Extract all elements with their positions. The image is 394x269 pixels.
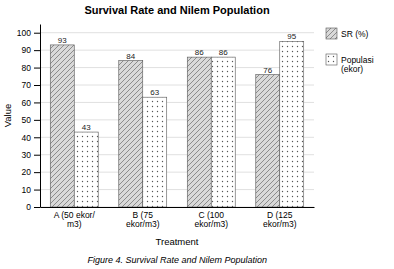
- y-tick: 0: [26, 202, 40, 212]
- bar: [187, 57, 211, 207]
- y-tick-label: 30: [22, 150, 32, 160]
- y-tick: 20: [22, 167, 40, 177]
- data-label: 95: [287, 32, 296, 41]
- grid-line: [40, 50, 314, 51]
- y-tick: 100: [17, 28, 40, 38]
- y-tick-mark: [34, 137, 40, 138]
- y-tick: 40: [22, 133, 40, 143]
- x-tick-label: C (100ekor/m3): [194, 210, 228, 229]
- y-tick: 90: [22, 45, 40, 55]
- y-tick-label: 70: [22, 80, 32, 90]
- legend-swatch: [326, 54, 337, 65]
- legend-label: Populasi(ekor): [341, 55, 374, 74]
- data-label: 76: [263, 66, 272, 75]
- y-tick-mark: [34, 50, 40, 51]
- data-label: 84: [126, 52, 135, 61]
- y-tick: 60: [22, 98, 40, 108]
- y-tick-label: 10: [22, 185, 32, 195]
- legend-entry: SR (%): [326, 28, 369, 39]
- y-tick-label: 20: [22, 167, 32, 177]
- bar: [74, 132, 98, 207]
- grid-line: [40, 67, 314, 68]
- y-tick-mark: [34, 33, 40, 34]
- x-axis: A (50 ekor/m3) B (75ekor/m3) C (100ekor/m3…: [41, 207, 315, 229]
- bar: [143, 97, 167, 207]
- bar: [280, 41, 304, 207]
- y-axis-title: Value: [2, 104, 13, 128]
- y-axis-line: [40, 25, 41, 208]
- bars: [50, 41, 303, 207]
- y-tick-mark: [34, 172, 40, 173]
- data-label: 86: [219, 48, 228, 57]
- y-tick-label: 100: [17, 28, 31, 38]
- bar: [119, 61, 143, 207]
- legend-label: SR (%): [341, 29, 369, 39]
- y-tick-label: 60: [22, 98, 32, 108]
- y-tick-label: 80: [22, 63, 32, 73]
- x-tick-label: A (50 ekor/m3): [54, 210, 96, 229]
- x-tick: C (100ekor/m3): [194, 207, 228, 229]
- legend-entry: Populasi(ekor): [326, 54, 374, 74]
- x-axis-title: Treatment: [156, 236, 199, 247]
- y-tick-label: 40: [22, 133, 32, 143]
- data-label: 63: [150, 88, 159, 97]
- bar: [211, 57, 235, 207]
- y-tick-mark: [34, 155, 40, 156]
- y-axis: 0 10 20 30 40 50 60 70 80 90 100: [17, 25, 41, 213]
- y-tick-mark: [34, 120, 40, 121]
- data-label: 93: [58, 36, 67, 45]
- grid: [40, 33, 314, 207]
- legend: SR (%) Populasi(ekor): [326, 28, 374, 74]
- bar: [50, 45, 74, 207]
- data-label: 43: [82, 123, 91, 132]
- y-tick-mark: [34, 68, 40, 69]
- y-tick-mark: [34, 207, 40, 208]
- y-tick-label: 0: [26, 202, 31, 212]
- y-tick-mark: [34, 102, 40, 103]
- y-tick: 80: [22, 63, 40, 73]
- legend-swatch: [326, 28, 337, 39]
- y-tick: 10: [22, 185, 40, 195]
- title: Survival Rate and Nilem Population: [84, 4, 269, 16]
- x-tick-label: B (75ekor/m3): [126, 210, 160, 229]
- x-tick: A (50 ekor/m3): [54, 207, 96, 229]
- y-tick-mark: [34, 190, 40, 191]
- y-tick-label: 50: [22, 115, 32, 125]
- y-tick: 30: [22, 150, 40, 160]
- x-tick: D (125ekor/m3): [263, 207, 297, 229]
- y-tick: 70: [22, 80, 40, 90]
- bar: [256, 75, 280, 207]
- y-tick: 50: [22, 115, 40, 125]
- data-label: 86: [195, 48, 204, 57]
- y-tick-mark: [34, 85, 40, 86]
- x-tick-label: D (125ekor/m3): [263, 210, 297, 229]
- chart: 93 84 86 76 43 63 86 95 A (50 ekor/m3) B (75ekor/…: [0, 0, 394, 269]
- data-labels: 93 84 86 76 43 63 86 95: [58, 32, 297, 132]
- y-tick-label: 90: [22, 45, 32, 55]
- x-tick: B (75ekor/m3): [126, 207, 160, 229]
- x-axis-line: [41, 207, 315, 208]
- caption: Figure 4. Survival Rate and Nilem Popula…: [88, 255, 268, 265]
- plot: 93 84 86 76 43 63 86 95 A (50 ekor/m3) B (75ekor/…: [17, 25, 315, 230]
- grid-line: [40, 32, 314, 33]
